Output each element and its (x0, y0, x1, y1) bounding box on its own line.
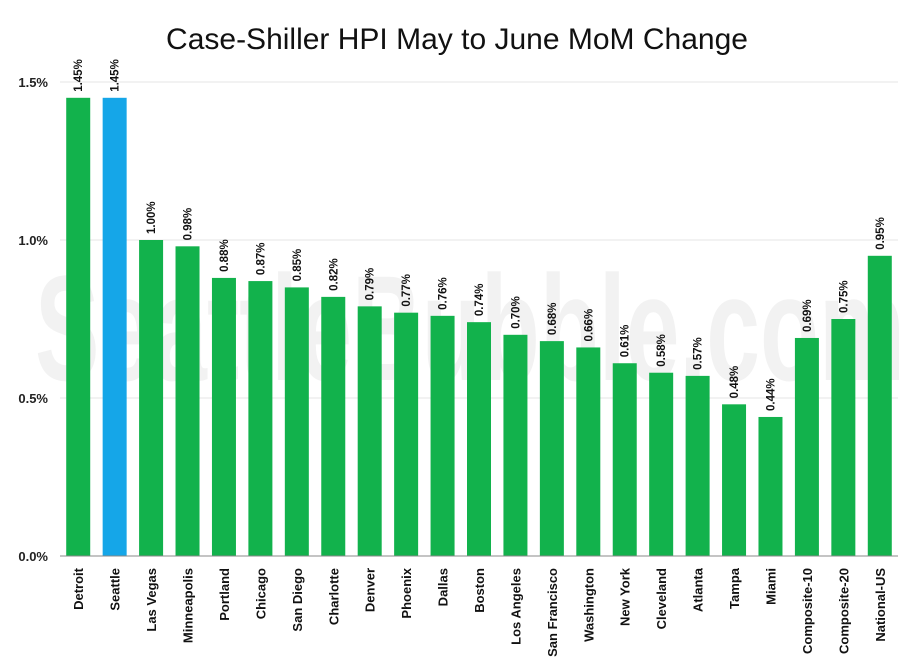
x-tick-label: Chicago (253, 568, 268, 619)
bar (503, 334, 528, 556)
x-tick-label: Dallas (436, 568, 451, 606)
bar (430, 315, 455, 556)
bar (357, 306, 382, 556)
bar (394, 312, 419, 556)
data-label: 0.61% (620, 325, 632, 358)
bar (467, 322, 491, 556)
x-axis-ticks: Detroit Seattle Las Vegas Minneapolis Portla… (71, 567, 888, 657)
bar (66, 97, 91, 557)
y-axis-ticks: 0.0% 0.5% 1.0% 1.5% (18, 75, 48, 564)
bar (576, 347, 601, 556)
data-label: 0.77% (401, 274, 413, 307)
data-label: 0.66% (583, 309, 595, 342)
bar (867, 255, 892, 557)
x-tick-label: Minneapolis (181, 568, 196, 643)
bar (539, 341, 564, 556)
bar (248, 281, 273, 556)
data-label: 0.44% (765, 378, 777, 411)
bar (831, 319, 856, 556)
data-label: 1.00% (146, 201, 158, 234)
x-tick-label: Tampa (727, 567, 742, 609)
x-tick-label: Composite-10 (800, 568, 815, 654)
data-label: 0.95% (875, 217, 887, 250)
x-tick-label: Portland (217, 568, 232, 621)
bar (722, 404, 747, 556)
x-tick-label: Seattle (108, 568, 123, 611)
data-label: 0.85% (292, 249, 304, 282)
data-label: 0.88% (219, 239, 231, 272)
x-tick-label: Composite-20 (836, 568, 851, 654)
x-tick-label: Miami (763, 568, 778, 605)
data-labels: 1.45% 1.45% 1.00% 0.98% 0.88% 0.87% 0.85% 0.82%… (73, 59, 887, 411)
bar (139, 240, 164, 556)
bar (211, 277, 236, 556)
data-label: 0.76% (438, 277, 450, 310)
x-tick-label: San Francisco (545, 568, 560, 657)
data-label: 0.70% (510, 296, 522, 329)
x-tick-label: Denver (363, 568, 378, 612)
bar (794, 337, 819, 556)
y-tick-label: 0.0% (18, 549, 48, 564)
data-label: 0.48% (729, 366, 741, 399)
data-label: 0.75% (838, 280, 850, 313)
data-label: 0.74% (474, 284, 486, 317)
x-tick-label: Los Angeles (508, 568, 523, 645)
data-label: 0.82% (328, 258, 340, 291)
bar (284, 287, 309, 556)
x-tick-label: Charlotte (326, 568, 341, 625)
x-tick-label: Cleveland (654, 568, 669, 629)
x-tick-label: Boston (472, 568, 487, 613)
bar (612, 363, 637, 556)
bar (649, 372, 674, 556)
x-tick-label: New York (618, 567, 633, 626)
bar (758, 416, 783, 556)
chart-title: Case-Shiller HPI May to June MoM Change (166, 23, 748, 56)
x-tick-label: Phoenix (399, 567, 414, 618)
x-tick-label: National-US (873, 568, 888, 642)
bar (102, 97, 127, 557)
x-tick-label: Las Vegas (144, 568, 159, 632)
data-label: 1.45% (73, 59, 85, 92)
bar (685, 375, 710, 556)
data-label: 0.79% (365, 268, 377, 301)
y-tick-label: 1.0% (18, 233, 48, 248)
x-tick-label: Detroit (71, 567, 86, 610)
bar (175, 246, 200, 556)
x-tick-label: San Diego (290, 568, 305, 632)
bars (66, 97, 892, 557)
y-tick-label: 0.5% (18, 391, 48, 406)
y-tick-label: 1.5% (18, 75, 48, 90)
x-tick-label: Atlanta (691, 567, 706, 612)
data-label: 0.98% (183, 208, 195, 241)
data-label: 0.58% (656, 334, 668, 367)
bar (321, 296, 346, 556)
data-label: 0.69% (802, 299, 814, 332)
data-label: 0.68% (547, 303, 559, 336)
data-label: 0.57% (693, 337, 705, 370)
x-tick-label: Washington (581, 568, 596, 642)
data-label: 1.45% (110, 59, 122, 92)
data-label: 0.87% (255, 242, 267, 275)
